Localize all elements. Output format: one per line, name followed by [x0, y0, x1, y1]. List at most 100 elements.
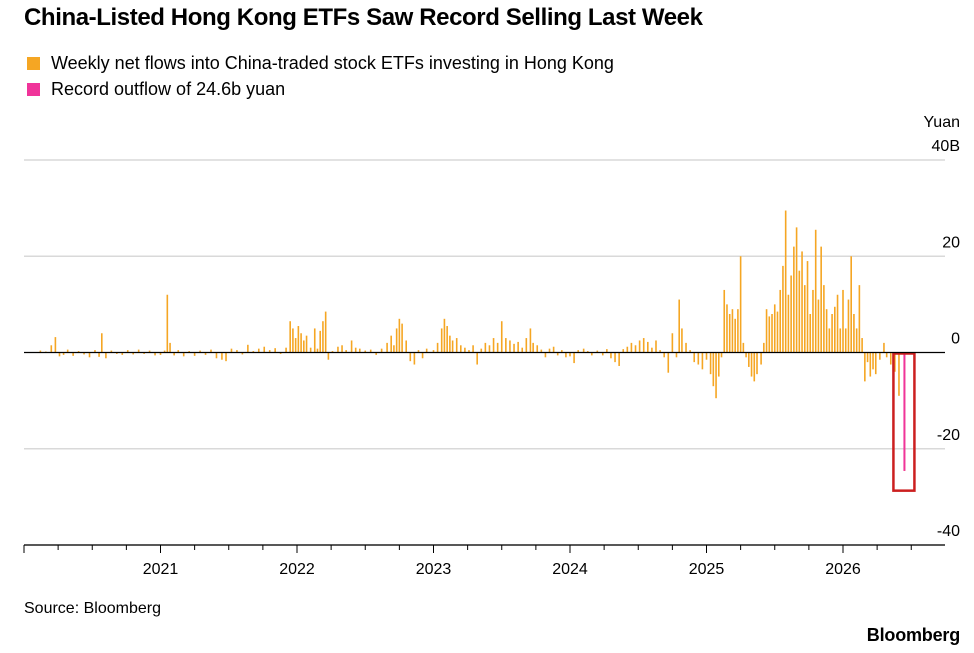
- bar: [638, 340, 641, 353]
- bar: [798, 270, 801, 353]
- bar: [784, 210, 787, 353]
- bar: [132, 352, 134, 355]
- bar: [464, 347, 466, 353]
- legend: Weekly net flows into China-traded stock…: [27, 50, 614, 102]
- bar: [101, 333, 103, 353]
- bar: [782, 265, 784, 353]
- bar: [879, 352, 881, 360]
- bar: [671, 333, 674, 353]
- bar: [874, 352, 877, 375]
- bar: [324, 311, 327, 353]
- bar: [173, 352, 175, 356]
- bar: [386, 342, 388, 353]
- bar: [552, 346, 555, 353]
- bar: [855, 328, 858, 353]
- bar: [268, 350, 271, 353]
- bar: [561, 350, 563, 353]
- y-tick-label: -40: [937, 523, 960, 540]
- y-tick-label: 20: [942, 234, 960, 251]
- bar: [294, 338, 297, 353]
- bar: [436, 342, 439, 353]
- bar: [484, 342, 487, 353]
- bar: [586, 351, 589, 353]
- bar: [728, 314, 731, 353]
- bar: [215, 352, 218, 359]
- bar: [305, 335, 308, 353]
- bloomberg-logo: Bloomberg: [866, 625, 960, 645]
- bar: [847, 299, 850, 353]
- bar: [776, 311, 779, 353]
- bar: [500, 321, 503, 353]
- bar: [409, 352, 412, 362]
- bar: [72, 352, 74, 356]
- bar: [842, 289, 844, 353]
- bar: [369, 349, 372, 353]
- x-tick-label: 2024: [552, 561, 588, 578]
- bar: [460, 345, 462, 353]
- bar: [812, 289, 814, 353]
- bar: [734, 318, 736, 353]
- bar: [858, 285, 861, 353]
- bar: [300, 333, 302, 353]
- bar: [279, 352, 282, 354]
- bar: [889, 352, 892, 365]
- bar: [236, 350, 238, 353]
- bar: [647, 341, 649, 353]
- bar: [432, 350, 435, 353]
- bar: [88, 352, 91, 358]
- bar: [693, 352, 696, 363]
- y-tick-label: 0: [951, 331, 960, 348]
- bar: [626, 346, 629, 353]
- bar: [247, 344, 249, 353]
- bar: [39, 350, 42, 353]
- bar: [417, 350, 420, 353]
- bar: [737, 309, 739, 353]
- bar: [193, 352, 196, 356]
- bar: [596, 350, 599, 353]
- bar: [316, 348, 319, 353]
- bar: [163, 350, 166, 353]
- bar: [712, 352, 715, 387]
- bar: [289, 321, 291, 353]
- bar: [274, 348, 276, 353]
- bar: [83, 352, 85, 355]
- bar: [763, 342, 765, 353]
- bar: [380, 348, 383, 353]
- bar: [720, 352, 723, 358]
- bar: [577, 350, 579, 353]
- bar: [614, 352, 616, 363]
- bar: [425, 348, 428, 353]
- bar: [58, 352, 61, 357]
- bar: [252, 351, 255, 353]
- bar: [319, 330, 322, 353]
- bar: [480, 348, 483, 353]
- bar: [309, 347, 312, 353]
- bar: [705, 352, 708, 360]
- bar: [659, 350, 661, 353]
- bar: [544, 352, 547, 358]
- bar: [188, 351, 190, 353]
- bar: [739, 256, 742, 353]
- bar: [98, 352, 100, 357]
- bar: [230, 348, 233, 353]
- bar: [742, 342, 745, 353]
- bar: [618, 352, 620, 366]
- source-note: Source: Bloomberg: [24, 600, 161, 617]
- legend-swatch-pink: [27, 82, 40, 96]
- bar: [509, 340, 511, 353]
- bar: [472, 345, 474, 353]
- bar: [836, 294, 839, 353]
- legend-item-record-outflow: Record outflow of 24.6b yuan: [27, 76, 614, 102]
- bar: [569, 352, 571, 357]
- bar: [556, 352, 559, 356]
- bar: [446, 326, 448, 353]
- bar: [488, 345, 491, 353]
- bar: [350, 340, 353, 353]
- x-tick-label: 2026: [825, 561, 861, 578]
- bar: [883, 342, 885, 353]
- bar: [642, 338, 645, 353]
- bar: [866, 352, 869, 363]
- bar: [169, 342, 171, 353]
- bar: [803, 285, 806, 353]
- y-tick-label: -20: [937, 427, 960, 444]
